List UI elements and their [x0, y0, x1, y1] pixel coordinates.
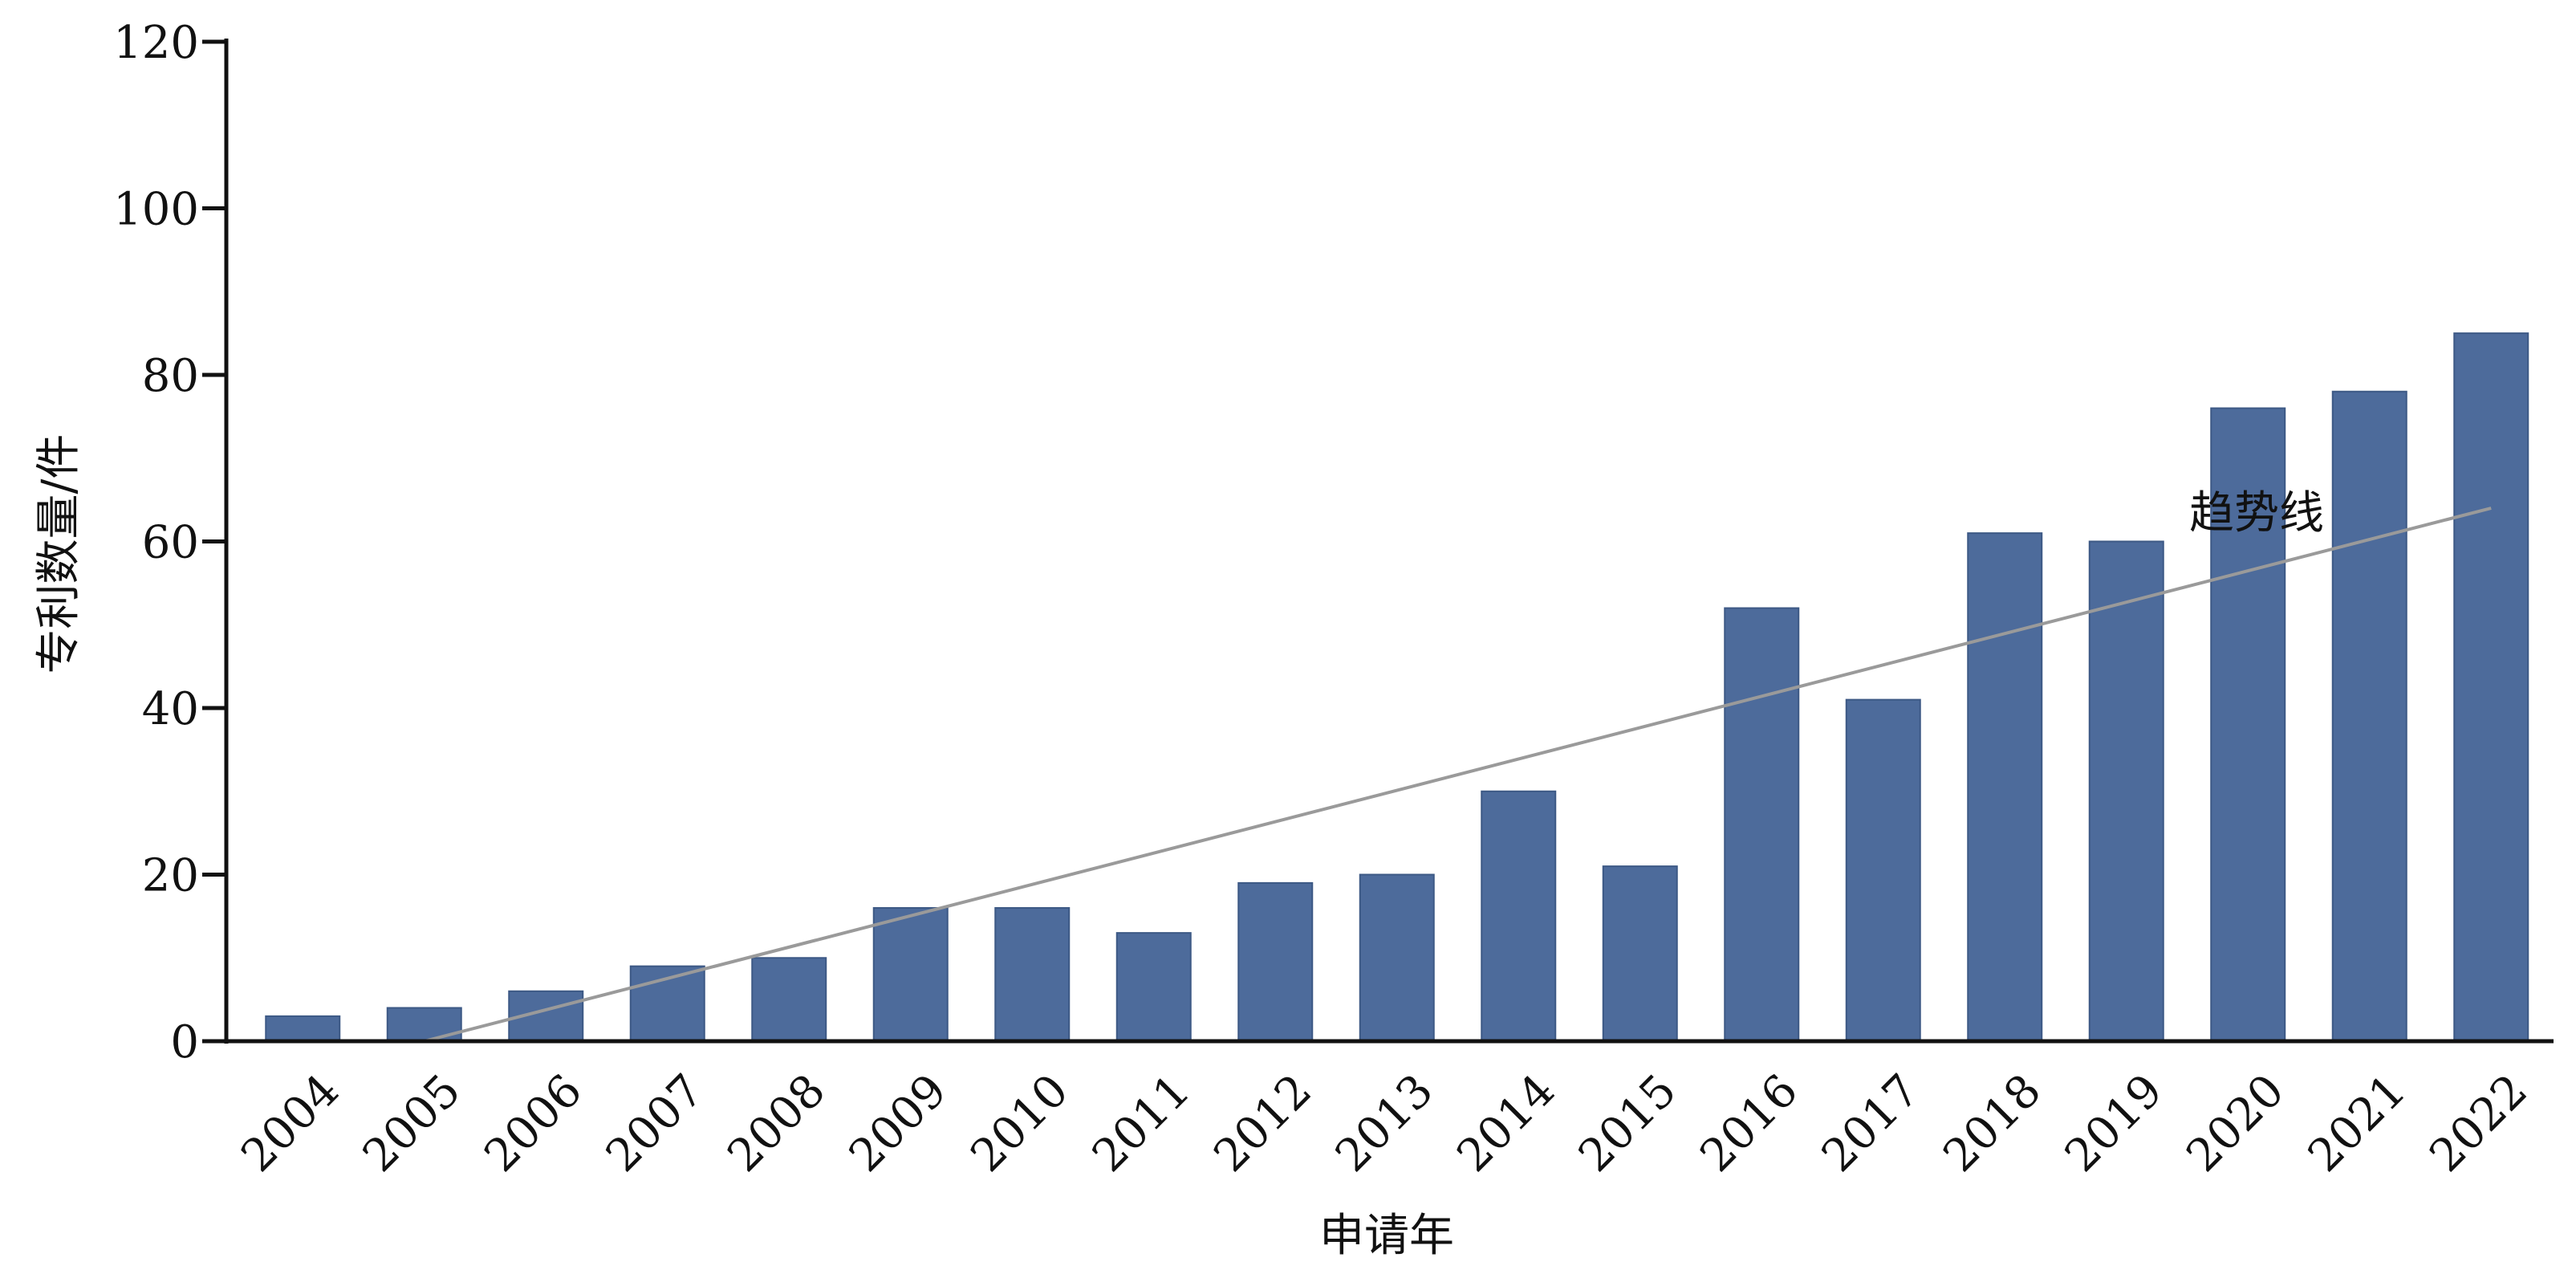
trendline-group [424, 507, 2492, 1043]
y-ticks-group: 0 20 40 60 80 100 120 [113, 17, 226, 1068]
x-tick-label-2008: 2008 [717, 1064, 835, 1182]
y-axis-title: 专利数量/件 [33, 434, 85, 674]
bar-2014 [1481, 790, 1557, 1042]
bar-2020 [2210, 407, 2286, 1042]
x-tick-label-2010: 2010 [961, 1064, 1079, 1182]
x-tick-label-2019: 2019 [2055, 1064, 2173, 1182]
bar-2012 [1237, 881, 1314, 1042]
x-tick-label-2020: 2020 [2176, 1064, 2294, 1182]
y-tick-label-80: 80 [142, 350, 199, 402]
y-tick-label-0: 0 [170, 1016, 199, 1068]
bar-2018 [1967, 532, 2043, 1042]
bar-2011 [1115, 932, 1192, 1042]
x-axis-title: 申请年 [1319, 1210, 1454, 1262]
bar-2009 [872, 907, 949, 1042]
x-tick-label-2006: 2006 [474, 1064, 592, 1182]
x-tick-label-2015: 2015 [1569, 1064, 1687, 1182]
bar-2017 [1845, 698, 1921, 1042]
x-tick-label-2013: 2013 [1326, 1064, 1444, 1182]
bar-2016 [1724, 607, 1800, 1042]
y-tick-label-60: 60 [142, 517, 199, 569]
x-tick-label-2022: 2022 [2420, 1064, 2537, 1182]
trendline-label: 趋势线 [2189, 487, 2324, 539]
x-tick-label-2007: 2007 [596, 1064, 714, 1182]
x-tick-label-2018: 2018 [1933, 1064, 2051, 1182]
bar-2019 [2088, 540, 2164, 1042]
bar-2021 [2331, 390, 2407, 1042]
bar-2005 [386, 1007, 462, 1042]
y-tick-label-100: 100 [113, 184, 199, 236]
trendline [424, 507, 2492, 1043]
y-tick-label-120: 120 [113, 17, 199, 69]
x-tick-label-2012: 2012 [1204, 1064, 1322, 1182]
y-tick-label-40: 40 [142, 683, 199, 735]
x-tick-label-2005: 2005 [353, 1064, 471, 1182]
x-ticks-group: 2004 2005 2006 2007 2008 2009 2010 2011 2012 2013… [231, 1064, 2537, 1182]
x-tick-label-2014: 2014 [1447, 1064, 1565, 1182]
bar-2015 [1602, 865, 1678, 1042]
bar-2008 [751, 957, 827, 1042]
bar-2004 [265, 1015, 341, 1042]
x-tick-label-2011: 2011 [1083, 1064, 1201, 1182]
x-tick-label-2009: 2009 [839, 1064, 957, 1182]
bar-2013 [1359, 873, 1435, 1042]
x-tick-label-2017: 2017 [1812, 1064, 1930, 1182]
bar-2022 [2453, 332, 2529, 1042]
bar-2010 [994, 907, 1071, 1042]
x-tick-label-2021: 2021 [2298, 1064, 2416, 1182]
bars-group [265, 332, 2529, 1042]
y-tick-label-20: 20 [142, 850, 199, 902]
x-tick-label-2016: 2016 [1690, 1064, 1808, 1182]
x-tick-label-2004: 2004 [231, 1064, 349, 1182]
